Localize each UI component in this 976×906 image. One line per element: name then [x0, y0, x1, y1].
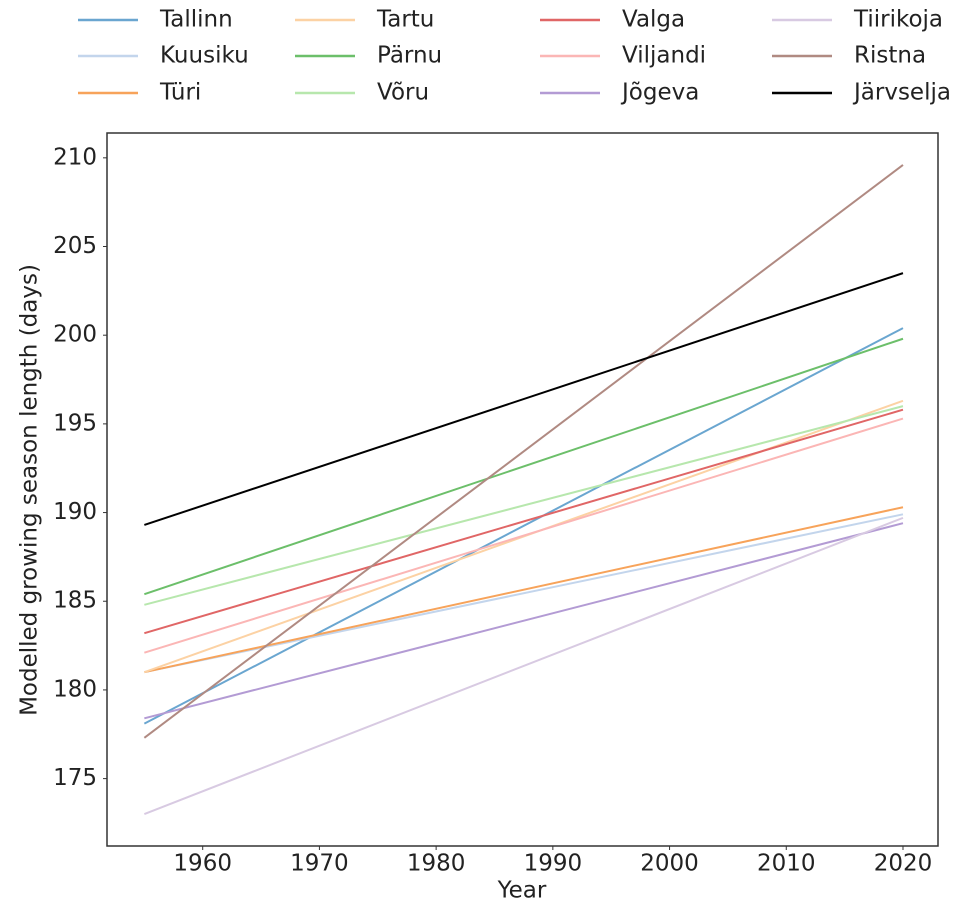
series-line	[144, 405, 904, 606]
legend-label: Tartu	[376, 7, 434, 33]
series-line	[143, 516, 904, 816]
series-line	[144, 408, 904, 635]
y-tick-label: 175	[53, 765, 97, 791]
x-tick-label: 2020	[874, 851, 933, 877]
series-line	[143, 327, 904, 725]
series-line	[144, 506, 904, 674]
y-tick-label: 180	[53, 676, 97, 702]
x-tick-label: 1960	[173, 851, 232, 877]
series-line	[144, 522, 904, 720]
legend-label: Valga	[622, 7, 685, 33]
legend-label: Tallinn	[159, 7, 233, 33]
x-tick-label: 1990	[524, 851, 583, 877]
legend-label: Türi	[159, 80, 201, 106]
y-tick-label: 195	[53, 410, 97, 436]
legend-label: Võru	[377, 80, 429, 106]
legend-label: Pärnu	[377, 43, 442, 69]
y-tick-label: 200	[53, 322, 97, 348]
legend-label: Viljandi	[622, 43, 706, 69]
x-tick-label: 1970	[290, 851, 349, 877]
y-tick-label: 185	[53, 588, 97, 614]
legend-label: Kuusiku	[160, 43, 249, 69]
legend-label: Ristna	[854, 43, 926, 69]
x-tick-label: 2010	[757, 851, 816, 877]
y-tick-label: 190	[53, 499, 97, 525]
series-line	[144, 272, 904, 526]
x-axis-label: Year	[497, 878, 547, 904]
x-tick-label: 1980	[407, 851, 466, 877]
legend-label: Tiirikoja	[853, 7, 943, 33]
series-line	[144, 337, 904, 596]
y-tick-label: 210	[53, 144, 97, 170]
y-axis-label: Modelled growing season length (days)	[17, 264, 43, 716]
y-tick-label: 205	[53, 233, 97, 259]
plot-frame	[106, 132, 939, 847]
legend-label: Jõgeva	[620, 80, 699, 106]
legend-label: Järvselja	[852, 80, 951, 106]
series-line	[143, 164, 904, 739]
series-line	[144, 417, 904, 654]
x-tick-label: 2000	[640, 851, 699, 877]
series-line	[144, 513, 904, 674]
